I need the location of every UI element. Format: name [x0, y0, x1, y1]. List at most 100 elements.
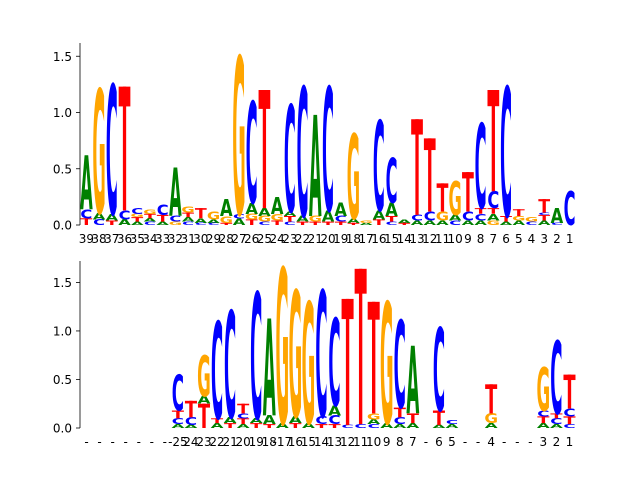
logo-letter-t [341, 298, 354, 426]
logo-letter-g: G [220, 215, 233, 225]
x-tick-label: 29 [206, 232, 221, 246]
x-tick-label: 24 [269, 232, 284, 246]
logo-letter-a: A [106, 213, 120, 223]
logo-letter-a: A [80, 140, 93, 227]
logo-letter-c: C [563, 407, 575, 419]
logo-letter-a: A [322, 207, 335, 225]
logo-letter-a: A [446, 423, 459, 429]
x-tick-label: 2 [553, 435, 561, 449]
logo-letter-c: C [462, 210, 474, 224]
logo-letter-a: A [211, 422, 224, 430]
logo-letter-c: C [550, 321, 562, 437]
x-tick-label: 13 [409, 232, 424, 246]
logo-letter-g: G [289, 256, 303, 457]
logo-letter-c: C [373, 95, 385, 239]
x-tick-label: - [84, 435, 88, 449]
logo-letter-t [373, 219, 385, 225]
x-tick-label: - [463, 435, 467, 449]
logo-letter-t [347, 222, 360, 225]
logo-letter-t [194, 208, 207, 219]
x-tick-label: - [515, 435, 519, 449]
x-tick-label: 1 [566, 435, 574, 449]
logo-letter-c: C [211, 296, 223, 450]
logo-letter-g: G [245, 212, 258, 221]
logo-letter-a: A [156, 221, 170, 226]
logo-letter-t [462, 172, 474, 212]
logo-letter-g: G [232, 15, 245, 266]
x-tick-label: 2 [553, 232, 561, 246]
x-tick-label: 34 [142, 232, 157, 246]
logo-letter-t [393, 407, 406, 418]
x-tick-label: 39 [79, 232, 94, 246]
logo-letter-g: G [537, 356, 551, 425]
logo-letter-a: A [302, 422, 315, 430]
logo-letter-t [131, 217, 144, 222]
x-tick-label: 10 [448, 232, 463, 246]
x-tick-label: 21 [308, 232, 323, 246]
logo-letter-c: C [550, 417, 562, 426]
logo-letter-t [237, 418, 250, 425]
x-tick-label: 37 [104, 232, 119, 246]
logo-panel-bottom: 0.00.51.01.5- - - - - - - -2524232221201918-171… [53, 226, 576, 474]
x-tick-label: 5 [448, 435, 456, 449]
logo-letter-t [271, 220, 283, 225]
logo-letter-t [485, 384, 498, 414]
logo-letter-g: G [380, 268, 394, 462]
logo-letter-c: C [355, 423, 367, 429]
logo-letter-a: A [512, 219, 525, 226]
logo-letter-t [80, 218, 93, 225]
x-tick-label: 13 [327, 435, 342, 449]
logo-letter-t [224, 423, 237, 428]
logo-letter-a: A [198, 395, 211, 407]
logo-letter-t [436, 183, 449, 212]
x-tick-label: 15 [384, 232, 399, 246]
logo-letter-t [538, 199, 551, 213]
logo-letter-c: C [563, 423, 575, 429]
logo-letter-a: A [334, 200, 347, 221]
logo-letter-a: A [537, 422, 550, 430]
y-tick-label: 0.0 [53, 219, 72, 233]
logo-letter-t [487, 90, 500, 192]
logo-letter-t [354, 268, 367, 425]
x-tick-label: 5 [515, 232, 523, 246]
logo-letter-a: A [485, 422, 498, 430]
logo-letter-t [220, 222, 233, 225]
x-tick-label: - [476, 435, 480, 449]
x-tick-label: 8 [477, 232, 485, 246]
logo-letter-t [385, 216, 398, 222]
logo-letter-c: C [131, 206, 143, 215]
logo-letter-t [296, 221, 309, 225]
x-tick-label: 20 [236, 435, 251, 449]
x-tick-label: 12 [422, 232, 437, 246]
logo-letter-g: G [436, 210, 449, 224]
logo-letter-c: C [322, 54, 334, 251]
x-tick-label: 6 [502, 232, 510, 246]
logo-letter-t [105, 220, 118, 225]
logo-letter-t [184, 400, 197, 418]
x-tick-label: -25 [168, 435, 188, 449]
logo-letter-c: C [233, 213, 245, 220]
logo-letter-a: A [309, 88, 322, 250]
logo-panel-top: 0.00.51.01.53938373635343332313029282726… [53, 15, 576, 266]
logo-letter-a: A [406, 327, 419, 436]
x-tick-label: 4 [487, 435, 495, 449]
logo-letter-c: C [80, 208, 92, 222]
x-tick-label: 9 [383, 435, 391, 449]
logo-letter-t [487, 208, 500, 214]
y-tick-label: 1.0 [53, 324, 72, 338]
x-tick-label: - [137, 435, 141, 449]
x-tick-label: -17 [273, 435, 293, 449]
x-tick-label: 14 [314, 435, 329, 449]
logo-letter-a: A [500, 221, 514, 226]
logo-letter-a: A [398, 218, 412, 223]
logo-letter-a: A [276, 422, 289, 430]
x-tick-label: - [528, 435, 532, 449]
logo-letter-a: A [263, 414, 277, 427]
logo-letter-a: A [360, 222, 373, 226]
logo-letter-c: C [386, 221, 398, 226]
logo-letter-a: A [367, 418, 380, 426]
logo-letter-t [367, 301, 380, 414]
x-tick-label: 38 [91, 232, 106, 246]
logo-letter-g: G [347, 112, 360, 246]
